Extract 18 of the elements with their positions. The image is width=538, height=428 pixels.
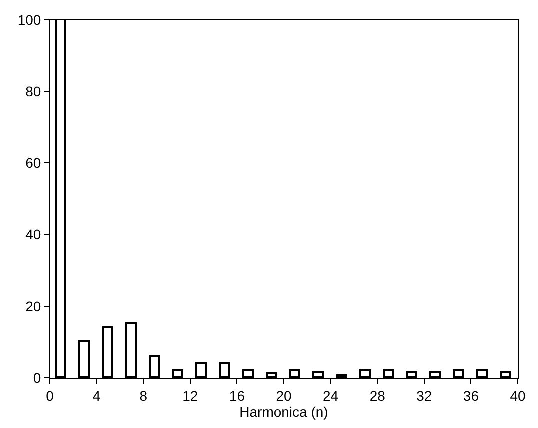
- y-tick-label: 20: [26, 298, 42, 314]
- x-tick-label: 40: [510, 388, 526, 404]
- x-tick-label: 16: [229, 388, 246, 404]
- x-tick-label: 0: [46, 388, 54, 404]
- x-tick-label: 8: [140, 388, 148, 404]
- x-tick-label: 4: [92, 388, 101, 404]
- x-tick-label: 28: [370, 388, 386, 404]
- y-tick-label: 0: [33, 370, 42, 386]
- x-tick-label: 20: [276, 388, 292, 404]
- x-tick-label: 36: [463, 388, 480, 404]
- x-tick-label: 12: [182, 388, 198, 404]
- x-axis-title: Harmonica (n): [240, 404, 328, 420]
- y-tick-label: 60: [26, 155, 42, 172]
- x-tick-label: 32: [416, 388, 432, 404]
- y-tick-label: 100: [18, 12, 42, 28]
- y-tick-label: 40: [26, 226, 42, 243]
- y-tick-label: 80: [26, 84, 42, 100]
- x-tick-label: 24: [323, 388, 339, 404]
